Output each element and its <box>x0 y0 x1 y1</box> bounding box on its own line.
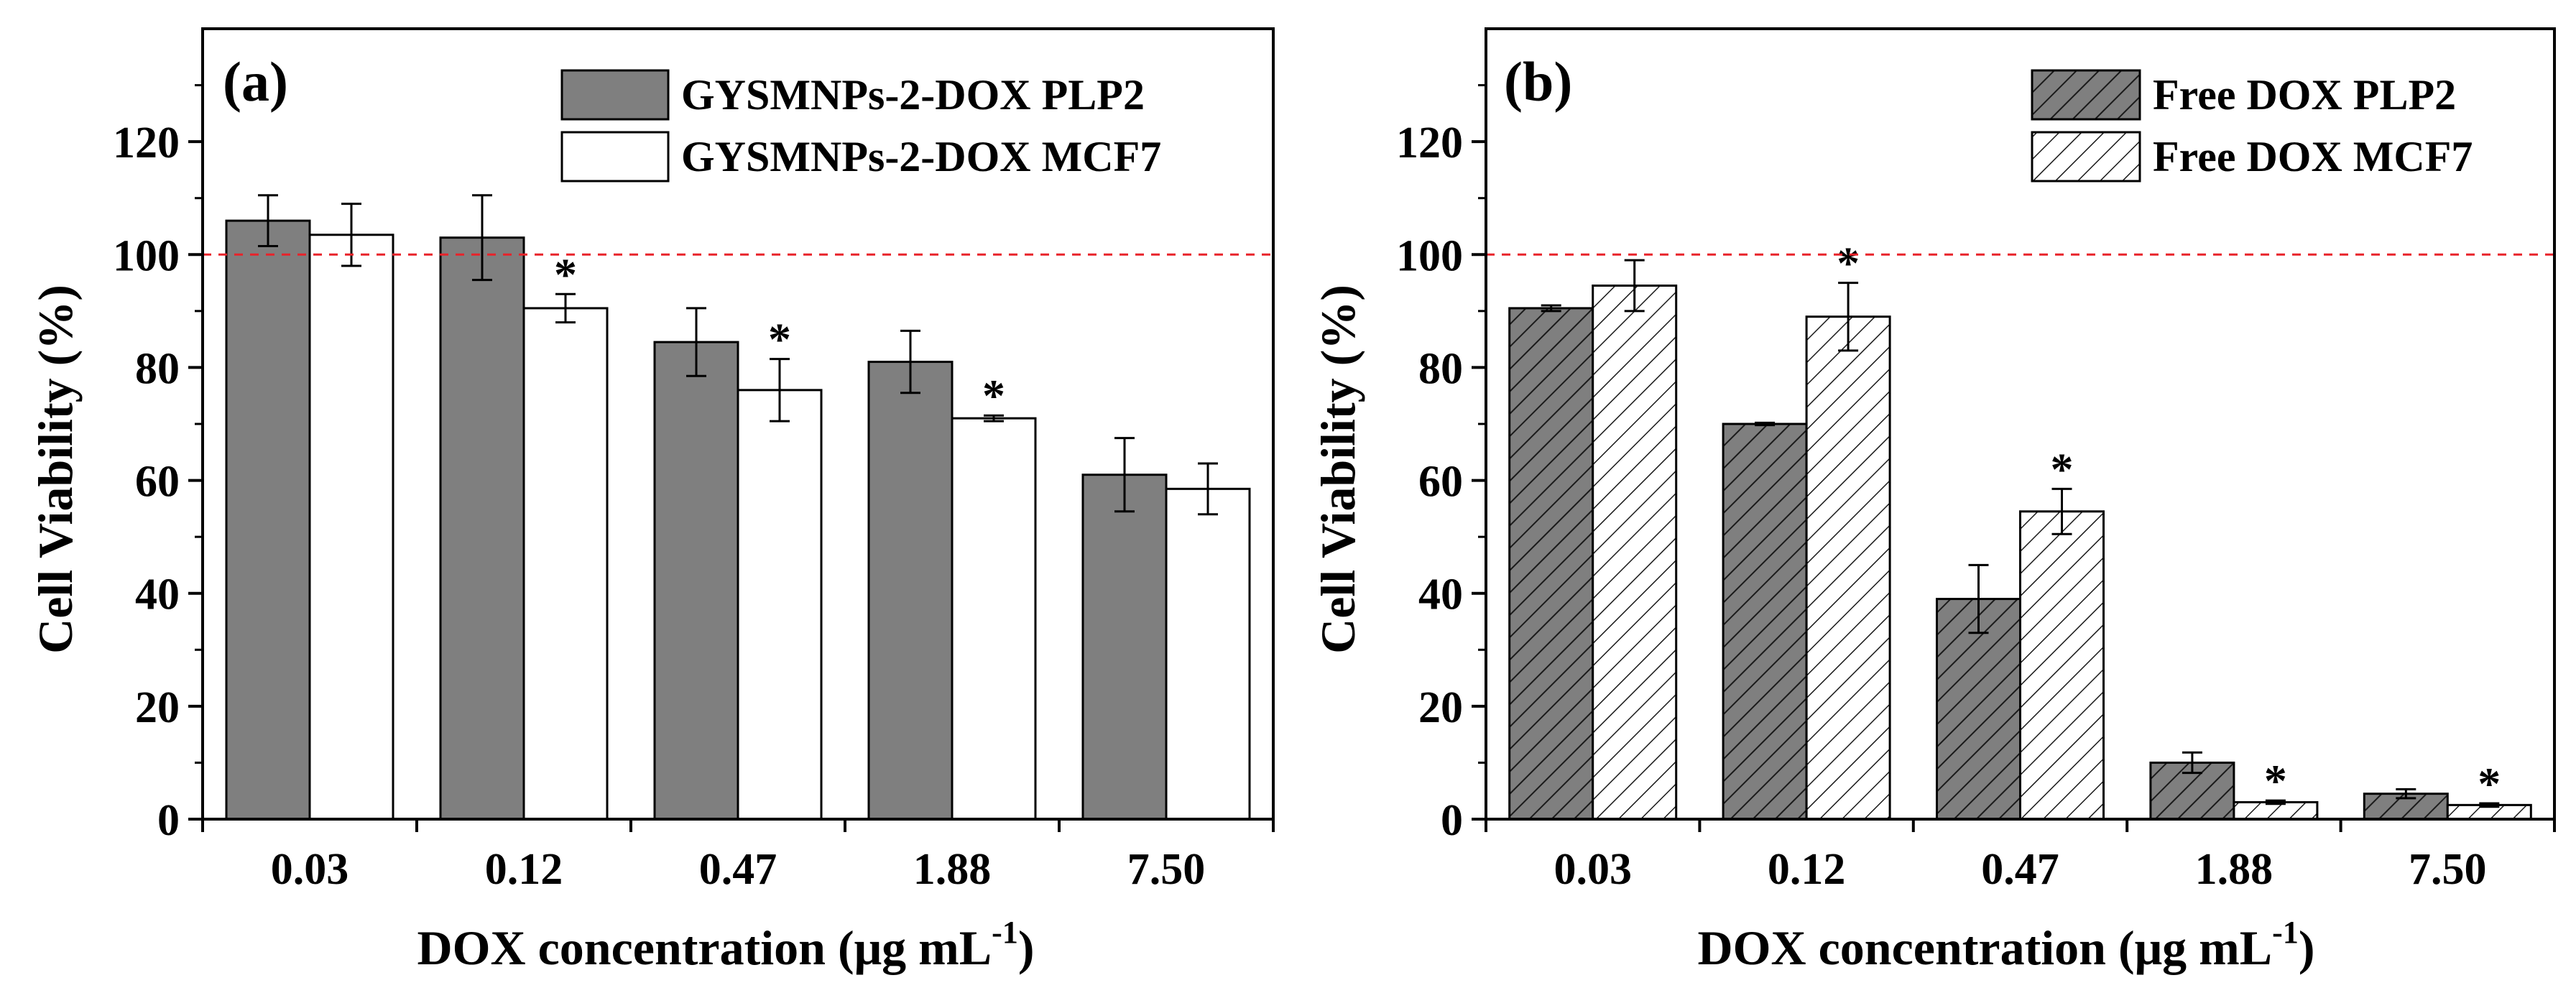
panel-b-ytick-label-20: 20 <box>1418 683 1463 732</box>
panel-a-bar-s1-c2 <box>737 389 823 821</box>
panel-a-bar-s0-c4 <box>1081 474 1168 821</box>
panel-a-y-ticks: 0 20 40 60 80 100 120 <box>113 84 203 845</box>
panel-a-xtick-label-4: 7.50 <box>1127 845 1206 894</box>
panel-a-ytick-label-0: 0 <box>157 796 180 845</box>
panel-a-ytick-label-120: 120 <box>113 119 180 167</box>
panel-b-significance-star-c4: * <box>2478 758 2501 809</box>
panel-a-xtick-label-3: 1.88 <box>913 845 992 894</box>
panel-a-ytick-label-80: 80 <box>135 344 180 393</box>
legend-label-gysmnps-plp2: GYSMNPs-2-DOX PLP2 <box>681 71 1145 119</box>
panel-a-bar-s1-c1 <box>522 307 609 821</box>
panel-a-legend: GYSMNPs-2-DOX PLP2 GYSMNPs-2-DOX MCF7 <box>560 69 1161 183</box>
panel-b-bar-s1-c2 <box>2019 510 2105 821</box>
legend-swatch-gysmnps-mcf7 <box>560 131 670 183</box>
panel-b-ytick-label-100: 100 <box>1396 231 1463 280</box>
panel-a-bar-s1-c3 <box>951 417 1037 821</box>
panel-b-ytick-label-120: 120 <box>1396 119 1463 167</box>
panel-a-x-axis-label: DOX concentration (μg mL-1) <box>417 915 1035 975</box>
legend-label-free-plp2: Free DOX PLP2 <box>2153 71 2456 119</box>
panel-b-xtick-label-3: 1.88 <box>2195 845 2273 894</box>
legend-label-free-mcf7: Free DOX MCF7 <box>2153 133 2473 180</box>
panel-a-ytick-label-40: 40 <box>135 571 180 619</box>
panel-a-ytick-label-60: 60 <box>135 458 180 507</box>
panel-b-bar-s1-c0 <box>1592 285 1678 821</box>
panel-a-significance-star-c3: * <box>982 370 1005 421</box>
panel-a-bar-s0-c2 <box>653 341 739 821</box>
panel-b-bar-s0-c0 <box>1508 307 1594 821</box>
panel-b-label: (b) <box>1504 50 1572 113</box>
legend-swatch-free-mcf7 <box>2031 131 2141 183</box>
panel-a-chart: * * * 0 20 40 60 80 100 120 0.03 0.12 0.47 1.88 7.50… <box>28 27 1275 975</box>
panel-a-label: (a) <box>223 50 288 113</box>
panel-a-x-ticks: 0.03 0.12 0.47 1.88 7.50 <box>201 819 1275 894</box>
panel-b-y-ticks: 0 20 40 60 80 100 120 <box>1396 84 1486 845</box>
panel-b-ytick-label-0: 0 <box>1441 796 1463 845</box>
panel-a-significance-markers: * * * <box>554 249 1005 421</box>
panel-a-bar-s0-c3 <box>867 361 954 821</box>
panel-b-xtick-label-2: 0.47 <box>1981 845 2059 894</box>
panel-b-error-bars <box>1541 259 2500 808</box>
panel-b-significance-markers: * * * * <box>1837 238 2501 809</box>
panel-b-ytick-label-60: 60 <box>1418 458 1463 507</box>
panel-b-x-ticks: 0.03 0.12 0.47 1.88 7.50 <box>1485 819 2556 894</box>
panel-a-ytick-label-20: 20 <box>135 683 180 732</box>
panel-b-ytick-label-40: 40 <box>1418 571 1463 619</box>
panel-a-ytick-label-100: 100 <box>113 231 180 280</box>
panel-b-chart: * * * * 0 20 40 60 80 100 120 0.03 0.12 0.47 1.88 7.5… <box>1311 27 2556 975</box>
legend-swatch-free-plp2 <box>2031 69 2141 121</box>
legend-label-gysmnps-mcf7: GYSMNPs-2-DOX MCF7 <box>681 133 1161 180</box>
panel-b-bars <box>1508 285 2532 821</box>
panel-b-significance-star-c3: * <box>2264 755 2287 806</box>
panel-b-xtick-label-1: 0.12 <box>1768 845 1846 894</box>
panel-b-legend: Free DOX PLP2 Free DOX MCF7 <box>2031 69 2473 183</box>
panel-a-bar-s0-c1 <box>439 236 525 821</box>
panel-b-xtick-label-0: 0.03 <box>1554 845 1632 894</box>
panel-a-bar-s1-c4 <box>1165 487 1251 821</box>
panel-b-bar-s1-c1 <box>1805 315 1891 821</box>
panel-b-significance-star-c1: * <box>1837 238 1860 289</box>
panel-a-xtick-label-1: 0.12 <box>485 845 563 894</box>
panel-a-bar-s0-c0 <box>225 219 311 821</box>
panel-a-y-axis-label: Cell Viability (%) <box>28 285 83 654</box>
panel-b-y-axis-label: Cell Viability (%) <box>1311 285 1365 654</box>
panel-a-xtick-label-2: 0.47 <box>699 845 777 894</box>
panel-a-bar-s1-c0 <box>308 234 394 821</box>
panel-b-xtick-label-4: 7.50 <box>2409 845 2487 894</box>
panel-a-bars <box>225 219 1251 821</box>
panel-a-error-bars <box>258 194 1218 516</box>
panel-a-significance-star-c2: * <box>768 314 791 365</box>
panel-b-x-axis-label: DOX concentration (μg mL-1) <box>1698 915 2315 975</box>
legend-swatch-gysmnps-plp2 <box>560 69 670 121</box>
panel-b-significance-star-c2: * <box>2051 443 2074 494</box>
panel-a-significance-star-c1: * <box>554 249 577 300</box>
panel-b-ytick-label-80: 80 <box>1418 344 1463 393</box>
panel-b-bar-s0-c1 <box>1722 423 1808 821</box>
panel-a-xtick-label-0: 0.03 <box>271 845 349 894</box>
